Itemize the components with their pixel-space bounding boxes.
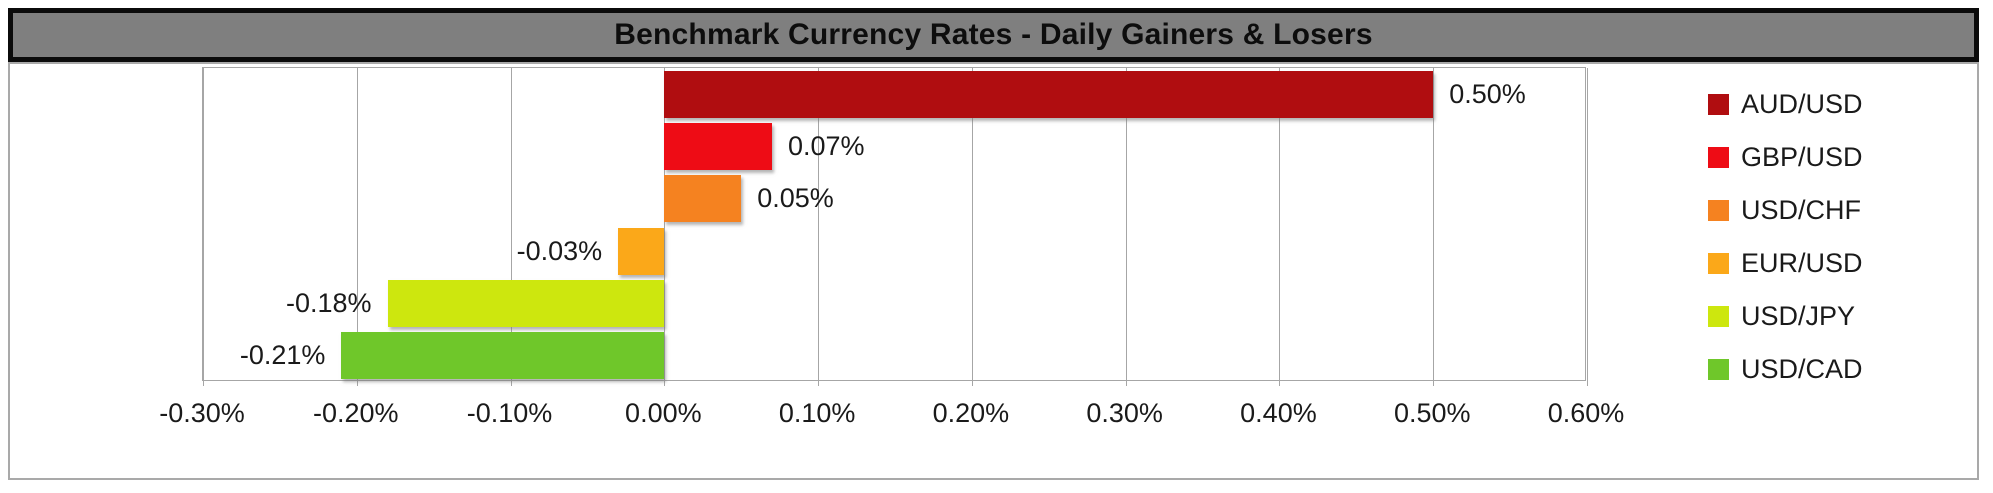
bar-usd-chf: [664, 175, 742, 223]
x-axis: -0.30% -0.20% -0.10% 0.00% 0.10% 0.20% 0.30% 0.…: [159, 398, 1624, 432]
axis-tick: [664, 380, 666, 386]
legend-swatch-icon: [1708, 359, 1729, 380]
bar-usd-cad: [341, 332, 665, 379]
x-tick-label: -0.10%: [466, 398, 553, 428]
axis-tick: [203, 380, 204, 386]
bar-aud-usd: [664, 71, 1434, 118]
legend: AUD/USD GBP/USD USD/CHF EUR/USD USD/JPY USD/C…: [1708, 78, 1863, 396]
gridline: [971, 68, 973, 380]
axis-tick: [1279, 380, 1281, 386]
bar-usd-jpy: [387, 279, 665, 327]
legend-label: USD/CHF: [1741, 195, 1861, 225]
x-tick-label: 0.40%: [1240, 398, 1317, 428]
x-tick-label: 0.20%: [932, 398, 1010, 428]
x-tick-label: 0.60%: [1547, 398, 1625, 428]
gridline: [203, 68, 204, 380]
bar-eur-usd: [618, 227, 665, 275]
x-tick-label: 0.50%: [1393, 398, 1471, 428]
axis-tick: [1125, 380, 1127, 386]
chart-title-bar: Benchmark Currency Rates - Daily Gainers…: [8, 8, 1979, 62]
chart-area: 0.50% 0.07% 0.05% -0.03% -0.18% -0.21% -0.30%…: [8, 62, 1979, 480]
axis-tick: [1587, 380, 1588, 386]
legend-label: USD/JPY: [1741, 301, 1856, 331]
legend-swatch-icon: [1708, 200, 1729, 221]
x-tick-label: 0.10%: [778, 398, 856, 428]
axis-tick: [971, 380, 973, 386]
gridline: [1125, 68, 1127, 380]
data-label: -0.21%: [239, 340, 326, 370]
gridline: [1587, 68, 1588, 380]
legend-label: USD/CAD: [1741, 354, 1863, 384]
legend-label: AUD/USD: [1741, 89, 1863, 119]
legend-label: GBP/USD: [1741, 142, 1863, 172]
x-tick-label: -0.30%: [159, 398, 245, 428]
legend-item-eur-usd: EUR/USD: [1708, 237, 1863, 290]
chart-title: Benchmark Currency Rates - Daily Gainers…: [614, 18, 1373, 51]
legend-swatch-icon: [1708, 147, 1729, 168]
x-tick-label: -0.20%: [312, 398, 399, 428]
legend-swatch-icon: [1708, 94, 1729, 115]
data-label: -0.03%: [516, 235, 603, 266]
gridline: [664, 68, 666, 380]
gridline: [1433, 68, 1435, 380]
data-label: -0.18%: [285, 287, 372, 318]
axis-tick: [818, 380, 820, 386]
legend-swatch-icon: [1708, 306, 1729, 327]
gridline: [1279, 68, 1281, 380]
gridline: [818, 68, 820, 380]
legend-swatch-icon: [1708, 253, 1729, 274]
x-tick-label: 0.00%: [625, 398, 702, 428]
axis-tick: [1433, 380, 1435, 386]
axis-tick: [510, 380, 512, 386]
plot-area: 0.50% 0.07% 0.05% -0.03% -0.18% -0.21%: [202, 67, 1588, 386]
legend-item-gbp-usd: GBP/USD: [1708, 131, 1863, 184]
legend-item-aud-usd: AUD/USD: [1708, 78, 1863, 131]
axis-tick: [356, 380, 358, 386]
legend-item-usd-cad: USD/CAD: [1708, 343, 1863, 396]
legend-label: EUR/USD: [1741, 248, 1863, 278]
data-label: 0.05%: [757, 183, 834, 214]
gridline: [510, 68, 512, 380]
legend-item-usd-chf: USD/CHF: [1708, 184, 1863, 237]
data-label: 0.50%: [1449, 79, 1526, 109]
x-tick-label: 0.30%: [1086, 398, 1163, 428]
data-label: 0.07%: [787, 131, 865, 162]
legend-item-usd-jpy: USD/JPY: [1708, 290, 1863, 343]
bar-gbp-usd: [664, 123, 772, 171]
gridline: [356, 68, 358, 380]
